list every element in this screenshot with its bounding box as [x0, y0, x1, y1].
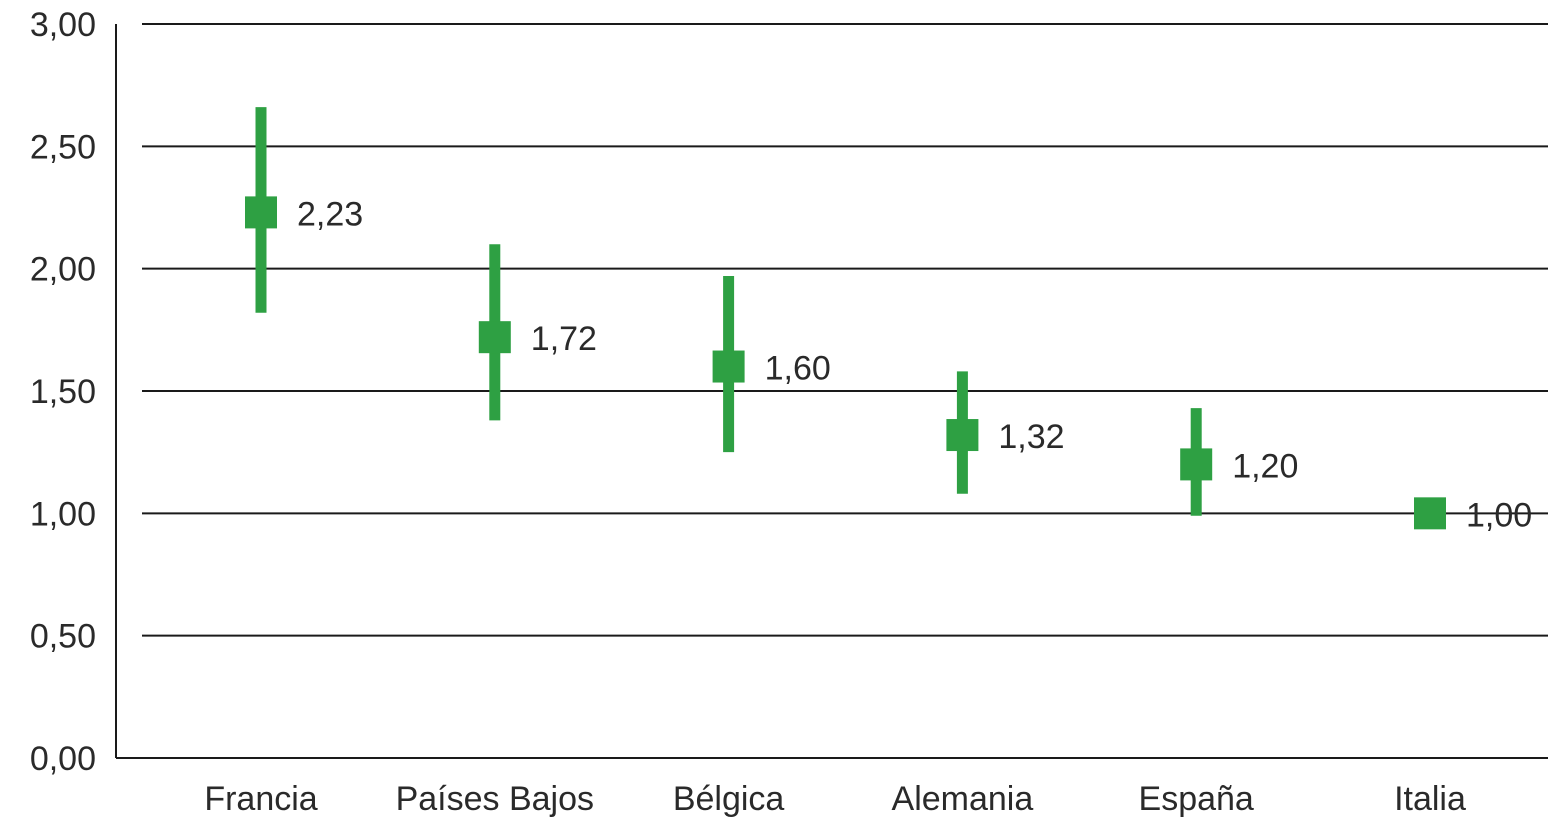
x-category-label: España — [1139, 780, 1254, 818]
value-label: 1,60 — [765, 350, 831, 388]
value-label: 1,00 — [1466, 496, 1532, 534]
x-category-label: Italia — [1394, 780, 1466, 818]
value-label: 2,23 — [297, 195, 363, 233]
x-axis-category-labels: Francia Países Bajos Bélgica Alemania España… — [204, 780, 1466, 818]
x-category-label: Alemania — [892, 780, 1034, 818]
y-tick-label: 2,00 — [30, 251, 96, 289]
data-point — [712, 350, 745, 383]
data-point — [245, 196, 277, 229]
data-point — [1180, 448, 1213, 481]
y-tick-label: 1,00 — [30, 495, 96, 533]
value-label: 1,72 — [531, 320, 597, 358]
y-tick-label: 1,50 — [30, 373, 96, 411]
y-tick-label: 0,50 — [30, 618, 96, 656]
y-tick-label: 2,50 — [30, 128, 96, 166]
y-tick-label: 3,00 — [30, 6, 96, 44]
gridlines — [116, 23, 1548, 759]
data-point — [478, 321, 511, 354]
y-tick-label: 0,00 — [30, 740, 96, 778]
data-point — [1414, 497, 1446, 530]
x-category-label: Bélgica — [673, 780, 785, 818]
data-point — [946, 419, 979, 452]
value-label: 1,20 — [1232, 447, 1298, 485]
x-category-label: Francia — [204, 780, 317, 818]
x-category-label: Países Bajos — [396, 780, 594, 818]
y-axis-tick-labels: 0,00 0,50 1,00 1,50 2,00 2,50 3,00 — [30, 6, 96, 778]
value-label: 1,32 — [998, 418, 1064, 456]
data-marks: 2,23 1,72 1,60 1,32 1,20 1,00 — [245, 107, 1532, 534]
